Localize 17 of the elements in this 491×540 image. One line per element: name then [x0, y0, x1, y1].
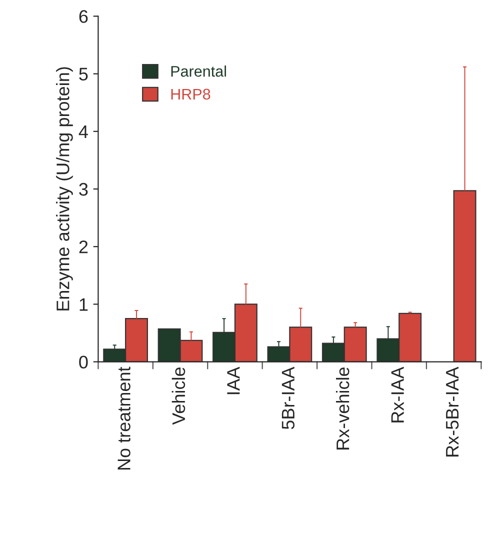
legend-label: HRP8: [171, 88, 210, 100]
x-tick-label: Rx-vehicle: [336, 367, 350, 450]
y-tick-label: 6: [79, 10, 88, 23]
x-tick-label: IAA: [227, 366, 240, 394]
y-tick-label: 4: [78, 126, 88, 138]
y-tick-label: 0: [79, 356, 88, 369]
y-tick-label: 3: [79, 182, 88, 196]
x-tick-label: Vehicle: [172, 367, 186, 425]
x-tick-label: No treatment: [118, 366, 130, 470]
y-tick-label: 5: [79, 68, 88, 81]
x-tick-label: Rx-5Br-IAA: [446, 366, 459, 456]
y-axis-title: Enzyme activity (U/mg protein): [56, 67, 73, 310]
legend-label: Parental: [171, 66, 226, 77]
y-tick-label: 1: [80, 298, 88, 311]
x-tick-label: 5Br-IAA: [282, 366, 295, 430]
y-tick-label: 2: [79, 240, 88, 254]
x-tick-label: Rx-IAA: [391, 366, 404, 422]
